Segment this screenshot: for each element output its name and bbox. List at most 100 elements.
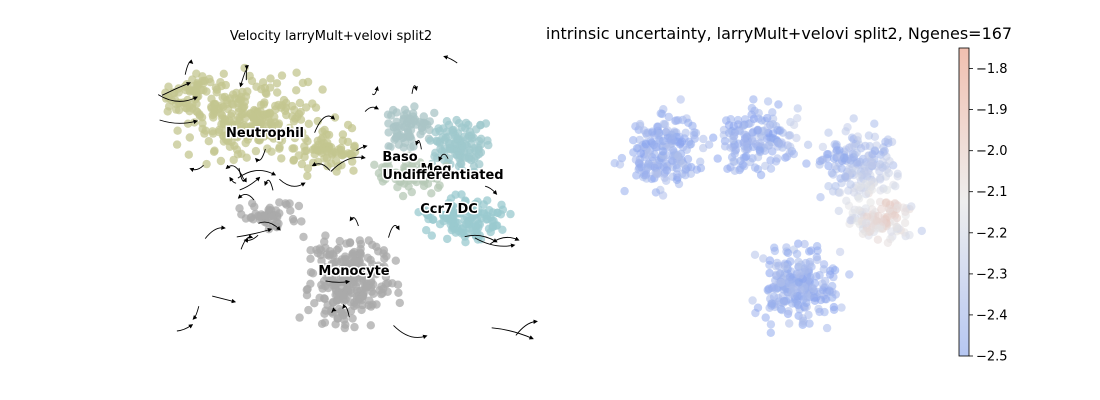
cell-point	[251, 130, 261, 139]
cell-point	[275, 198, 284, 207]
cell-point	[432, 174, 442, 183]
cell-point	[279, 95, 289, 105]
cell-point	[891, 182, 900, 191]
cell-point	[193, 107, 202, 117]
cell-point	[315, 244, 325, 253]
cell-point	[684, 118, 693, 128]
cell-point	[366, 302, 376, 311]
cell-point	[320, 318, 330, 327]
cell-point	[288, 214, 298, 224]
cell-point	[841, 172, 850, 181]
velocity-streamline	[157, 94, 198, 102]
cell-point	[824, 128, 833, 137]
cell-point	[363, 253, 372, 262]
cell-point	[809, 293, 819, 302]
cell-point	[843, 123, 852, 132]
cell-point	[835, 188, 845, 197]
cell-point	[202, 159, 211, 169]
cell-point	[828, 187, 838, 196]
cell-point	[803, 140, 813, 149]
cell-point	[207, 94, 216, 104]
cell-point	[334, 244, 343, 253]
cell-point	[674, 152, 683, 161]
cell-point	[479, 200, 488, 209]
velocity-streamline	[364, 105, 379, 112]
cell-point	[348, 273, 357, 282]
cell-point	[427, 167, 436, 176]
cell-point	[766, 328, 775, 337]
cell-point	[800, 239, 809, 249]
cell-point	[456, 209, 465, 218]
cell-point	[802, 293, 811, 302]
cell-point	[370, 160, 379, 169]
cell-point	[358, 262, 368, 271]
velocity-streamline	[393, 325, 428, 340]
cell-point	[736, 164, 745, 173]
cell-point	[277, 154, 286, 163]
cell-point	[629, 136, 638, 145]
cell-point	[666, 143, 675, 152]
velocity-panel: Velocity larryMult+velovi split2 Neutrop…	[157, 29, 538, 340]
cell-point	[350, 147, 360, 157]
cell-point	[391, 256, 400, 265]
cell-point	[297, 217, 306, 226]
cell-point	[740, 115, 750, 124]
colorbar-tick-label: −2.2	[976, 226, 1008, 241]
cell-point	[763, 285, 772, 295]
cell-point	[506, 209, 515, 219]
cell-point	[219, 69, 228, 79]
cell-point	[872, 216, 882, 225]
cell-point	[464, 154, 474, 163]
cell-point	[846, 180, 855, 189]
cell-point	[248, 199, 257, 208]
cell-point	[658, 191, 668, 200]
cell-point	[266, 109, 275, 118]
cell-point	[884, 168, 893, 178]
cell-point	[842, 196, 851, 205]
cell-point	[761, 161, 770, 171]
cell-point	[795, 271, 804, 280]
cell-point	[317, 256, 326, 266]
velocity-streamline	[330, 155, 366, 172]
colorbar-tick-label: −2.4	[976, 308, 1008, 323]
cell-point	[461, 220, 471, 229]
cell-point	[765, 256, 775, 265]
cell-point	[756, 138, 765, 147]
cell-point	[343, 137, 353, 147]
cell-point	[672, 116, 681, 125]
cell-point	[898, 203, 908, 212]
cell-point	[336, 307, 345, 316]
cell-point	[415, 158, 425, 167]
cell-point	[288, 101, 297, 111]
cell-point	[635, 121, 645, 130]
cell-point	[298, 128, 307, 137]
cell-point	[677, 137, 687, 146]
cell-point	[690, 128, 699, 137]
cell-point	[861, 179, 870, 188]
cell-point	[416, 130, 425, 139]
cell-point	[740, 138, 749, 147]
cell-point	[805, 260, 815, 269]
cell-point	[854, 194, 864, 203]
colorbar-tick-label: −1.8	[976, 62, 1008, 77]
cell-point	[726, 115, 735, 124]
cell-point	[356, 239, 366, 249]
cell-point	[893, 169, 902, 178]
velocity-streamline	[490, 236, 520, 245]
cell-point	[755, 145, 764, 154]
cell-point	[457, 159, 466, 169]
cell-point	[216, 78, 225, 87]
cell-point	[723, 164, 732, 173]
cell-point	[181, 103, 190, 113]
cell-point	[686, 139, 696, 149]
cell-point	[635, 135, 644, 145]
cell-point	[169, 88, 178, 97]
cell-point	[350, 322, 359, 332]
cell-point	[281, 106, 290, 116]
cell-point	[770, 243, 779, 252]
cell-point	[861, 141, 870, 151]
cell-point	[771, 270, 781, 279]
cluster-label: Ccr7 DC	[420, 202, 478, 217]
cell-point	[798, 318, 808, 327]
